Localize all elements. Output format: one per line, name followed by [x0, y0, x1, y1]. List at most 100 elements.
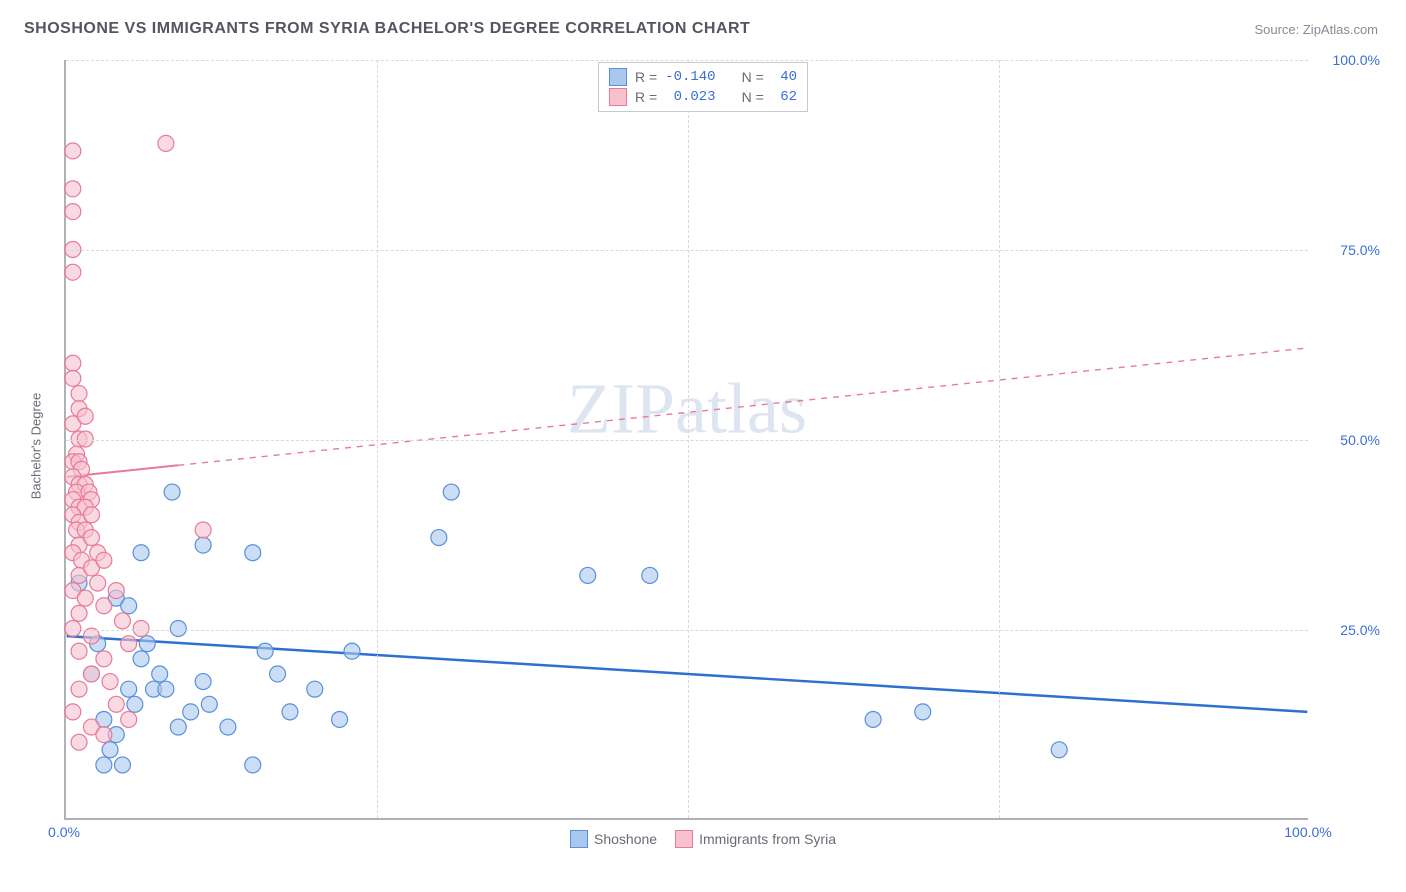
data-point — [183, 704, 199, 720]
data-point — [170, 621, 186, 637]
data-point — [152, 666, 168, 682]
data-point — [96, 757, 112, 773]
data-point — [96, 727, 112, 743]
data-point — [121, 711, 137, 727]
data-point — [96, 598, 112, 614]
data-point — [96, 651, 112, 667]
data-point — [201, 696, 217, 712]
data-point — [270, 666, 286, 682]
data-point — [71, 734, 87, 750]
legend-swatch — [675, 830, 693, 848]
legend-label: Immigrants from Syria — [699, 831, 836, 847]
data-point — [108, 583, 124, 599]
legend-swatch — [609, 68, 627, 86]
data-point — [431, 530, 447, 546]
y-tick-label: 25.0% — [1340, 622, 1380, 638]
chart-title: SHOSHONE VS IMMIGRANTS FROM SYRIA BACHEL… — [24, 20, 750, 38]
data-point — [195, 674, 211, 690]
data-point — [65, 704, 81, 720]
gridline-h — [66, 60, 1308, 61]
data-point — [1051, 742, 1067, 758]
data-point — [71, 386, 87, 402]
data-point — [83, 666, 99, 682]
data-point — [71, 681, 87, 697]
data-point — [139, 636, 155, 652]
data-point — [65, 264, 81, 280]
data-point — [102, 674, 118, 690]
gridline-h — [66, 440, 1308, 441]
n-value: 40 — [772, 69, 797, 85]
n-value: 62 — [772, 89, 797, 105]
data-point — [114, 757, 130, 773]
data-point — [83, 507, 99, 523]
data-point — [642, 567, 658, 583]
data-point — [307, 681, 323, 697]
trend-line-dashed — [178, 348, 1307, 465]
data-point — [77, 431, 93, 447]
data-point — [71, 643, 87, 659]
data-point — [65, 621, 81, 637]
data-point — [195, 537, 211, 553]
data-point — [170, 719, 186, 735]
data-point — [65, 181, 81, 197]
r-label: R = — [635, 69, 657, 85]
legend-item: Shoshone — [570, 830, 657, 848]
data-point — [220, 719, 236, 735]
legend-label: Shoshone — [594, 831, 657, 847]
gridline-h — [66, 250, 1308, 251]
data-point — [257, 643, 273, 659]
data-point — [121, 681, 137, 697]
data-point — [108, 696, 124, 712]
data-point — [77, 590, 93, 606]
data-point — [102, 742, 118, 758]
data-point — [158, 681, 174, 697]
legend-swatch — [609, 88, 627, 106]
data-point — [915, 704, 931, 720]
legend-item: Immigrants from Syria — [675, 830, 836, 848]
legend-stat-row: R = 0.023 N = 62 — [609, 87, 797, 107]
data-point — [133, 621, 149, 637]
plot-svg — [66, 60, 1308, 818]
data-point — [65, 355, 81, 371]
data-point — [96, 552, 112, 568]
gridline-v — [688, 60, 689, 818]
data-point — [195, 522, 211, 538]
r-label: R = — [635, 89, 657, 105]
gridline-v — [377, 60, 378, 818]
legend-series: Shoshone Immigrants from Syria — [570, 830, 836, 848]
chart-container: SHOSHONE VS IMMIGRANTS FROM SYRIA BACHEL… — [20, 20, 1386, 872]
gridline-v — [999, 60, 1000, 818]
data-point — [114, 613, 130, 629]
data-point — [71, 605, 87, 621]
gridline-h — [66, 630, 1308, 631]
legend-swatch — [570, 830, 588, 848]
y-tick-label: 50.0% — [1340, 432, 1380, 448]
y-tick-label: 75.0% — [1340, 242, 1380, 258]
r-value: 0.023 — [665, 89, 715, 105]
data-point — [121, 598, 137, 614]
data-point — [90, 575, 106, 591]
data-point — [65, 370, 81, 386]
legend-stats: R = -0.140 N = 40 R = 0.023 N = 62 — [598, 62, 808, 112]
data-point — [332, 711, 348, 727]
y-axis-label: Bachelor's Degree — [29, 393, 44, 500]
data-point — [65, 143, 81, 159]
plot-area: ZIPatlas — [64, 60, 1308, 820]
n-label: N = — [742, 89, 764, 105]
data-point — [164, 484, 180, 500]
legend-stat-row: R = -0.140 N = 40 — [609, 67, 797, 87]
trend-line — [67, 636, 1308, 712]
data-point — [127, 696, 143, 712]
data-point — [121, 636, 137, 652]
n-label: N = — [742, 69, 764, 85]
data-point — [282, 704, 298, 720]
data-point — [580, 567, 596, 583]
data-point — [245, 545, 261, 561]
x-tick-label: 100.0% — [1284, 824, 1331, 840]
data-point — [133, 545, 149, 561]
data-point — [245, 757, 261, 773]
data-point — [443, 484, 459, 500]
data-point — [865, 711, 881, 727]
r-value: -0.140 — [665, 69, 715, 85]
data-point — [77, 408, 93, 424]
